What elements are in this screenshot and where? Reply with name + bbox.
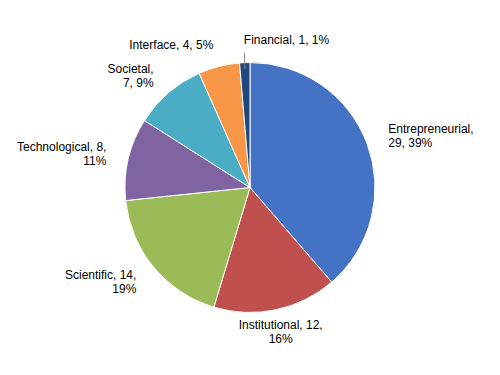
pie: Entrepreneurial,29, 39% Institutional, 12… bbox=[17, 33, 474, 346]
data-label-line: 19% bbox=[112, 282, 136, 296]
data-label-line: Scientific, 14, bbox=[65, 268, 136, 282]
data-label-line: 29, 39% bbox=[388, 136, 432, 150]
data-label-line: 11% bbox=[83, 154, 106, 168]
data-label: Technological, 8,11% bbox=[17, 140, 107, 168]
data-label: Financial, 1, 1% bbox=[244, 33, 330, 47]
data-label-line: 7, 9% bbox=[123, 76, 154, 90]
slice bbox=[126, 188, 250, 308]
data-label-line: Technological, 8, bbox=[17, 140, 106, 154]
data-label: Interface, 4, 5% bbox=[129, 38, 213, 52]
slices bbox=[125, 62, 375, 312]
data-label-line: 16% bbox=[269, 332, 293, 346]
data-label-line: Societal, bbox=[108, 62, 154, 76]
data-label-line: Interface, 4, 5% bbox=[129, 38, 213, 52]
chart: Entrepreneurial,29, 39% Institutional, 12… bbox=[0, 0, 500, 375]
data-labels: Entrepreneurial,29, 39% Institutional, 12… bbox=[17, 33, 474, 346]
slice bbox=[240, 62, 250, 187]
data-label: Scientific, 14,19% bbox=[65, 268, 137, 296]
data-label: Institutional, 12,16% bbox=[239, 318, 323, 346]
leader-line bbox=[244, 53, 246, 69]
slice bbox=[199, 63, 250, 188]
data-label-line: Financial, 1, 1% bbox=[244, 33, 330, 47]
data-label-line: Entrepreneurial, bbox=[388, 122, 473, 136]
data-label: Societal,7, 9% bbox=[108, 62, 154, 90]
data-label: Entrepreneurial,29, 39% bbox=[388, 122, 473, 150]
data-label-line: Institutional, 12, bbox=[239, 318, 323, 332]
